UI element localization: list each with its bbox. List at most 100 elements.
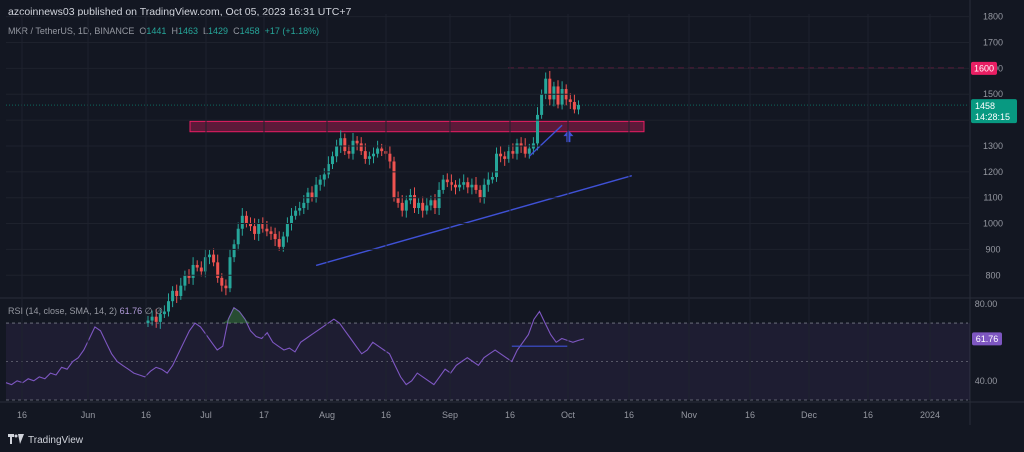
rsi-value-tag: 61.76 [972, 332, 1002, 346]
candle-body [236, 228, 240, 245]
candle-body [556, 86, 560, 105]
candle-body [228, 257, 232, 289]
candle-body [470, 184, 474, 188]
price-tick-label: 1200 [983, 167, 1003, 177]
candle-body [490, 176, 494, 180]
resistance-price-tag: 1600 [971, 61, 997, 75]
candle-body [351, 140, 355, 154]
candle-body [277, 239, 281, 247]
candle-body [191, 264, 195, 278]
candle-body [146, 320, 150, 324]
candle-body [187, 275, 191, 278]
candle-body [421, 202, 425, 211]
candle-body [339, 138, 343, 146]
candle-body [359, 143, 363, 152]
candle-body [466, 182, 470, 188]
candle-body [503, 156, 507, 159]
rsi-axis[interactable]: 40.00 80.00 [975, 299, 998, 386]
short-trendline [528, 124, 563, 157]
candle-body [257, 223, 261, 234]
candle-body [441, 179, 445, 190]
candle-body [392, 161, 396, 198]
price-tick-label: 1300 [983, 141, 1003, 151]
candle-body [314, 184, 318, 198]
high-value: 1463 [177, 26, 198, 36]
rsi-line[interactable] [5, 306, 585, 386]
rsi-overbought-fill [222, 307, 251, 324]
price-tick-label: 900 [985, 244, 1000, 254]
time-tick-label: 2024 [920, 410, 940, 420]
high-label: H [171, 26, 178, 36]
price-tick-label: 1000 [983, 219, 1003, 229]
time-tick-label: Sep [442, 410, 458, 420]
candle-body [343, 138, 347, 152]
candle-body [511, 151, 515, 154]
candle-body [540, 94, 544, 115]
candle-body [400, 202, 404, 211]
candle-body [462, 182, 466, 185]
time-tick-label: Oct [561, 410, 576, 420]
rsi-legend-extra: ∅ ∅ [144, 306, 163, 316]
rsi-legend-value: 61.76 [119, 306, 143, 316]
current-price-label: 1458 [975, 101, 995, 111]
rsi-legend-title: RSI (14, close, SMA, 14, 2) [8, 306, 118, 316]
candle-body [433, 200, 437, 209]
candle-body [240, 215, 244, 229]
candle-body [273, 233, 277, 240]
candle-body [515, 143, 519, 154]
candle-body [445, 179, 449, 183]
candle-body [162, 311, 166, 315]
candle-body [154, 316, 158, 322]
candle-body [519, 143, 523, 146]
candle-body [179, 285, 183, 296]
candle-body [261, 223, 265, 229]
rsi-value-label: 61.76 [976, 334, 999, 344]
candle-body [253, 226, 257, 234]
candle-body [355, 140, 359, 144]
candle-body [290, 215, 293, 224]
time-tick-label: 17 [259, 410, 269, 420]
time-tick-label: Dec [801, 410, 818, 420]
candle-body [536, 114, 539, 144]
candle-body [372, 153, 375, 157]
open-value: 1441 [146, 26, 167, 36]
candle-body [302, 202, 306, 209]
support-zone[interactable] [189, 120, 645, 133]
candle-body [150, 316, 154, 321]
candle-body [560, 89, 564, 105]
candle-body [482, 184, 486, 198]
time-tick-label: 16 [745, 410, 755, 420]
candle-body [326, 164, 330, 175]
candle-body [404, 200, 408, 211]
candle-body [216, 262, 220, 278]
support-trendline [315, 175, 632, 267]
candle-body [548, 78, 552, 100]
change-value: +17 (+1.18%) [264, 26, 320, 36]
price-tick-label: 1800 [983, 12, 1003, 22]
candle-body [572, 101, 576, 110]
time-tick-label: 16 [17, 410, 27, 420]
candle-body [449, 182, 453, 185]
rsi-tick-label: 80.00 [975, 299, 998, 309]
candle-body [396, 197, 400, 203]
candle-body [568, 99, 572, 102]
open-label: O [139, 26, 147, 36]
tradingview-footer[interactable]: TradingView [8, 434, 83, 447]
candle-body [413, 195, 416, 209]
footer-brand: TradingView [28, 435, 84, 446]
time-axis[interactable]: 16 Jun 16 Jul 17 Aug 16 Sep 16 Oct 16 Nov 16 Dec 16 202… [17, 14, 940, 420]
candle-body [425, 205, 429, 211]
rsi-legend[interactable]: RSI (14, close, SMA, 14, 2) 61.76 ∅ ∅ [8, 306, 163, 317]
candle-body [499, 153, 503, 157]
time-tick-label: Nov [681, 410, 698, 420]
candle-body [167, 301, 170, 312]
trendlines-group [315, 124, 632, 267]
price-axis[interactable]: 8009001000110012001300140015001600170018… [6, 12, 1003, 281]
rsi-tick-label: 40.00 [975, 376, 998, 386]
publisher-header: azcoinnews03 published on TradingView.co… [8, 6, 351, 18]
candle-body [388, 153, 392, 162]
candle-body [495, 153, 498, 177]
candle-body [281, 236, 285, 247]
